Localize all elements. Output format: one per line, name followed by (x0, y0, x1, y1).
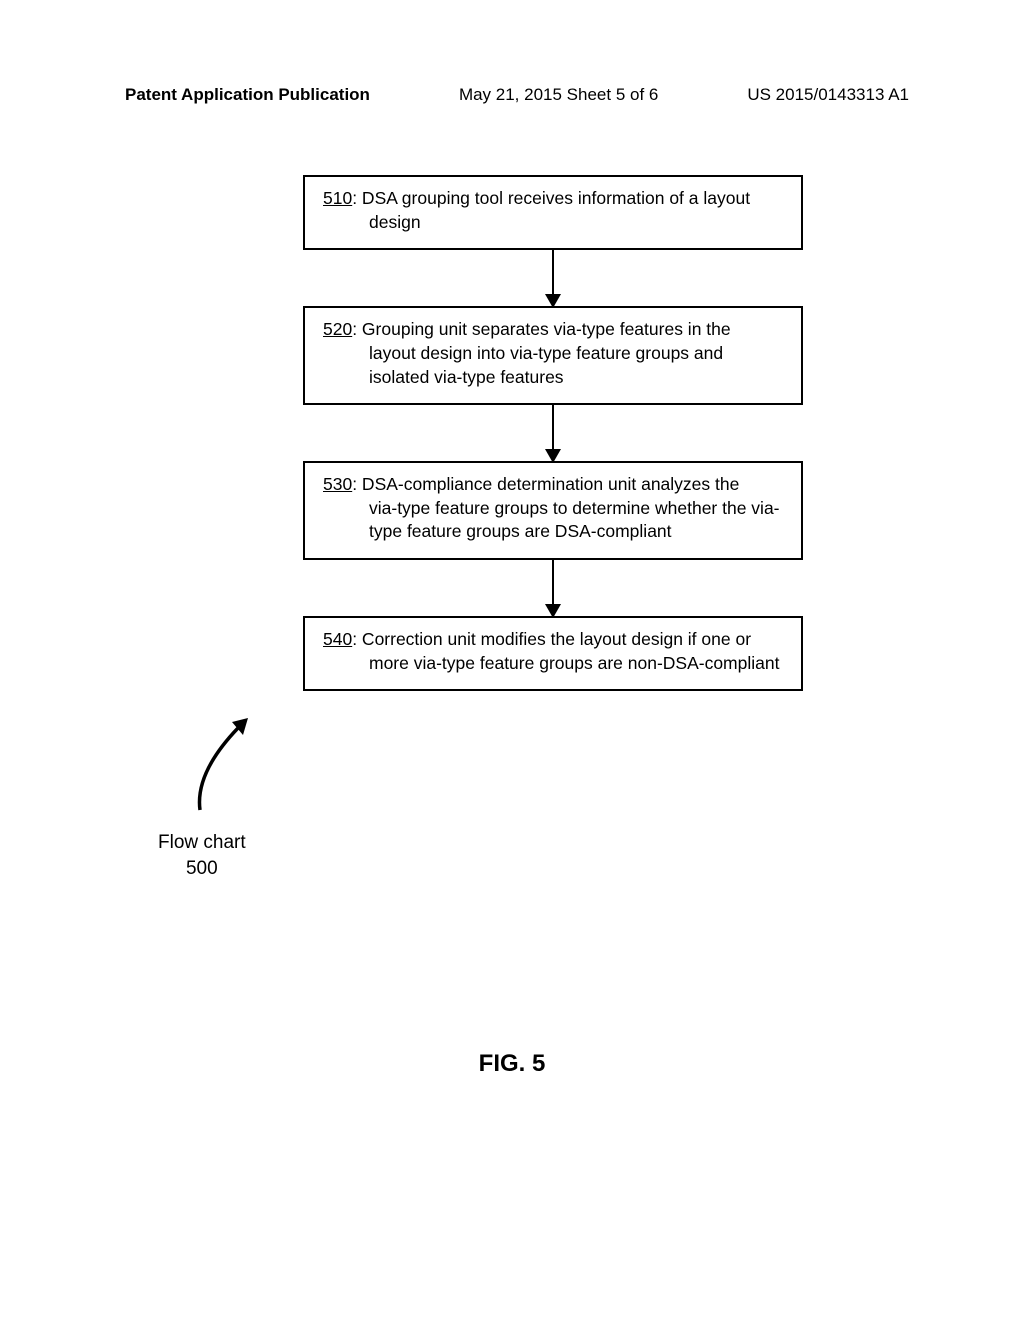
figure-caption: FIG. 5 (0, 1050, 1024, 1078)
flowchart-label: Flow chart 500 (158, 830, 246, 881)
flowchart-label-line1: Flow chart (158, 830, 246, 856)
box-number: 520 (323, 319, 352, 339)
box-number: 510 (323, 188, 352, 208)
box-text-rest: layout design into via-type feature grou… (369, 342, 783, 389)
flowchart-label-line2: 500 (158, 856, 246, 882)
box-text-first: : DSA grouping tool receives information… (352, 188, 750, 208)
header-center: May 21, 2015 Sheet 5 of 6 (459, 85, 658, 105)
flow-box-510: 510: DSA grouping tool receives informat… (303, 175, 803, 250)
box-text-first: : DSA-compliance determination unit anal… (352, 474, 739, 494)
box-text-rest: design (369, 211, 783, 235)
box-number: 540 (323, 629, 352, 649)
box-text-first: : Correction unit modifies the layout de… (352, 629, 751, 649)
arrow-2 (303, 405, 803, 461)
curved-arrow (190, 718, 250, 813)
box-text-rest: more via-type feature groups are non-DSA… (369, 652, 783, 676)
flow-box-540: 540: Correction unit modifies the layout… (303, 616, 803, 691)
arrow-3 (303, 560, 803, 616)
box-number: 530 (323, 474, 352, 494)
header-left: Patent Application Publication (125, 85, 370, 105)
header-right: US 2015/0143313 A1 (747, 85, 909, 105)
box-text-rest: via-type feature groups to determine whe… (369, 497, 783, 544)
flowchart: 510: DSA grouping tool receives informat… (303, 175, 803, 691)
page-header: Patent Application Publication May 21, 2… (0, 85, 1024, 105)
box-text-first: : Grouping unit separates via-type featu… (352, 319, 730, 339)
flow-box-520: 520: Grouping unit separates via-type fe… (303, 306, 803, 405)
arrow-1 (303, 250, 803, 306)
flow-box-530: 530: DSA-compliance determination unit a… (303, 461, 803, 560)
